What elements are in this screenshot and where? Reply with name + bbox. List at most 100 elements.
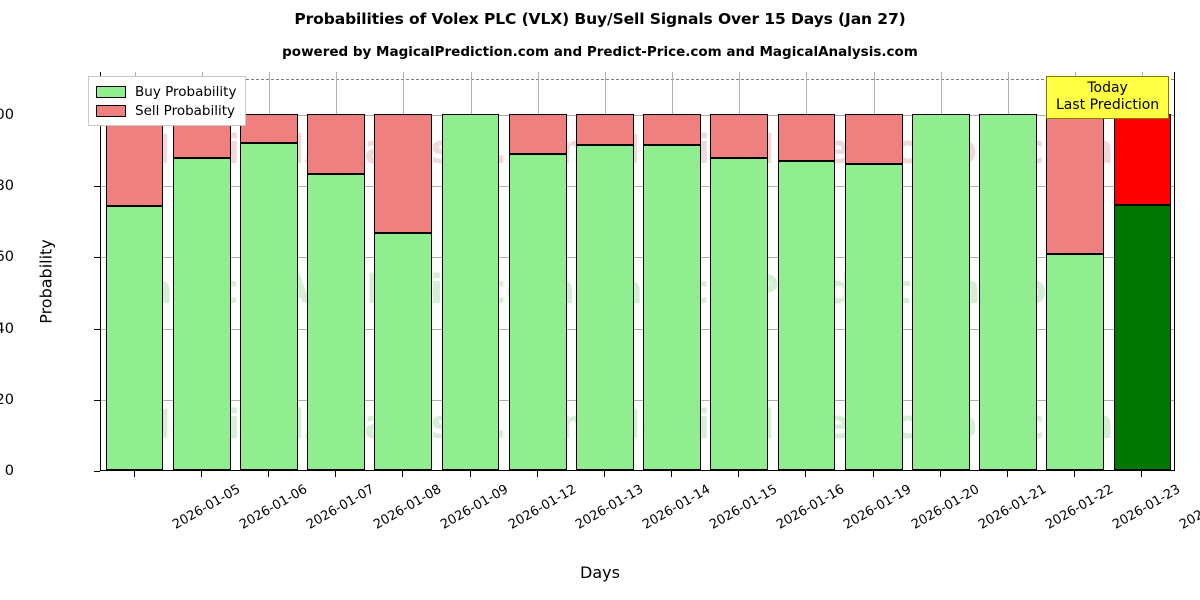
bar-segment-sell[interactable] bbox=[710, 113, 769, 158]
x-axis-tick-label: 2026-01-06 bbox=[236, 482, 310, 533]
bar-segment-buy[interactable] bbox=[374, 233, 433, 470]
bar-segment-sell[interactable] bbox=[777, 113, 836, 162]
legend-color-swatch bbox=[96, 104, 126, 117]
gridline-horizontal bbox=[101, 114, 1174, 116]
x-axis-tick-mark bbox=[939, 471, 941, 477]
bar-segment-buy[interactable] bbox=[508, 154, 567, 470]
bar-stack[interactable] bbox=[240, 72, 298, 470]
gridline-horizontal bbox=[101, 399, 1174, 401]
x-axis-tick-label: 2026-01-13 bbox=[572, 482, 646, 533]
bar-stack[interactable] bbox=[374, 72, 433, 470]
bar-stack[interactable] bbox=[576, 72, 634, 470]
bar-segment-buy[interactable] bbox=[240, 143, 298, 470]
bar-stack[interactable] bbox=[643, 72, 701, 470]
gridline-horizontal bbox=[101, 186, 1174, 187]
y-axis-tick-mark bbox=[94, 471, 100, 472]
legend-item-label: Sell Probability bbox=[135, 102, 236, 119]
bar-segment-sell[interactable] bbox=[643, 113, 701, 146]
x-axis-tick-mark bbox=[603, 471, 605, 477]
y-axis-tick-label: 0 bbox=[4, 463, 14, 479]
y-axis-tick-mark bbox=[94, 399, 100, 401]
y-axis-tick-label: 60 bbox=[0, 249, 14, 266]
bar-segment-sell[interactable] bbox=[105, 113, 164, 206]
bar-stack[interactable] bbox=[777, 72, 836, 470]
x-axis-tick-label: 2026-01-19 bbox=[841, 482, 915, 533]
y-axis-tick-mark bbox=[94, 257, 100, 259]
x-axis-tick-label: 2026-01-23 bbox=[1110, 482, 1184, 533]
x-axis-tick-label: 2026-01-08 bbox=[371, 482, 445, 533]
x-axis-tick-label: 2026-01-14 bbox=[640, 482, 713, 533]
bar-segment-sell[interactable] bbox=[508, 113, 567, 154]
x-axis-tick-mark bbox=[536, 471, 538, 477]
bar-stack[interactable] bbox=[911, 72, 970, 470]
x-axis-tick-mark bbox=[671, 471, 673, 477]
x-axis-tick-mark bbox=[335, 471, 337, 477]
bar-segment-sell[interactable] bbox=[240, 113, 298, 144]
x-axis-tick-mark bbox=[133, 471, 135, 477]
x-axis-title: Days bbox=[580, 563, 620, 582]
bar-segment-buy[interactable] bbox=[105, 205, 164, 470]
bar-segment-sell[interactable] bbox=[576, 113, 634, 145]
x-axis-tick-mark bbox=[200, 471, 202, 477]
bar-segment-buy[interactable] bbox=[576, 144, 634, 470]
bar-stack[interactable] bbox=[979, 72, 1037, 470]
today-last-prediction-callout: Today Last Prediction bbox=[1046, 76, 1170, 120]
bar-stack[interactable] bbox=[172, 72, 231, 470]
x-axis-tick-label: 2026-01-16 bbox=[774, 482, 848, 533]
x-axis-tick-mark bbox=[872, 471, 874, 477]
chart-legend: Buy Probability Sell Probability bbox=[88, 76, 247, 126]
chart-subtitle: powered by MagicalPrediction.com and Pre… bbox=[282, 44, 918, 60]
bar-stack[interactable] bbox=[1046, 72, 1105, 470]
x-axis-tick-mark bbox=[738, 471, 740, 477]
legend-item: Buy Probability bbox=[96, 82, 236, 101]
bar-segment-buy[interactable] bbox=[777, 161, 836, 470]
y-axis-tick-label: 100 bbox=[0, 106, 14, 123]
y-axis-tick-label: 40 bbox=[0, 320, 14, 337]
bar-stack[interactable] bbox=[307, 72, 366, 470]
bar-stack[interactable] bbox=[441, 72, 500, 470]
y-axis-tick-label: 80 bbox=[0, 178, 14, 194]
bar-stack[interactable] bbox=[1113, 72, 1172, 470]
bar-segment-sell[interactable] bbox=[844, 113, 903, 165]
x-axis-tick-mark bbox=[402, 471, 404, 477]
y-axis-tick-mark bbox=[94, 328, 100, 330]
bar-segment-buy[interactable] bbox=[1113, 204, 1172, 470]
bar-segment-sell[interactable] bbox=[307, 113, 366, 174]
x-axis-tick-label: 2026-01-20 bbox=[908, 482, 982, 533]
y-axis-tick-label: 20 bbox=[0, 391, 14, 408]
bar-stack[interactable] bbox=[105, 72, 164, 470]
bar-stack[interactable] bbox=[710, 72, 769, 470]
x-axis-tick-mark bbox=[1007, 471, 1009, 477]
legend-item-label: Buy Probability bbox=[135, 83, 237, 100]
bar-segment-buy[interactable] bbox=[1046, 254, 1105, 470]
today-label: Today bbox=[1087, 80, 1128, 96]
bar-stack[interactable] bbox=[844, 72, 903, 470]
bar-segment-buy[interactable] bbox=[911, 113, 970, 470]
x-axis-tick-label: 2026-01-05 bbox=[169, 482, 243, 533]
bar-segment-buy[interactable] bbox=[172, 157, 231, 470]
bar-segment-sell[interactable] bbox=[1046, 113, 1105, 255]
x-axis-tick-mark bbox=[469, 471, 471, 477]
x-axis-tick-label: 2026-01-12 bbox=[505, 482, 579, 533]
chart-title: Probabilities of Volex PLC (VLX) Buy/Sel… bbox=[294, 10, 906, 28]
bar-segment-buy[interactable] bbox=[643, 145, 701, 470]
x-axis-tick-mark bbox=[1074, 471, 1076, 477]
bar-segment-sell[interactable] bbox=[1113, 113, 1172, 205]
plot-area: MagicalAnalysis.comMagicalPrediction.com… bbox=[100, 72, 1175, 471]
x-axis-tick-mark bbox=[267, 471, 269, 477]
bar-segment-buy[interactable] bbox=[844, 164, 903, 470]
legend-item: Sell Probability bbox=[96, 101, 236, 120]
gridline-horizontal bbox=[101, 257, 1174, 259]
x-axis-tick-label: 2026-01-09 bbox=[438, 482, 512, 533]
y-axis-tick-mark bbox=[94, 186, 100, 187]
bar-segment-buy[interactable] bbox=[710, 157, 769, 470]
x-axis-tick-label: 2026-01-26 bbox=[1177, 482, 1200, 533]
bar-stack[interactable] bbox=[508, 72, 567, 470]
legend-color-swatch bbox=[96, 85, 126, 98]
bar-segment-buy[interactable] bbox=[441, 113, 500, 470]
y-axis-title: Probability bbox=[36, 239, 56, 324]
bar-segment-sell[interactable] bbox=[374, 113, 433, 234]
bar-segment-buy[interactable] bbox=[307, 173, 366, 470]
bar-segment-buy[interactable] bbox=[979, 113, 1037, 470]
